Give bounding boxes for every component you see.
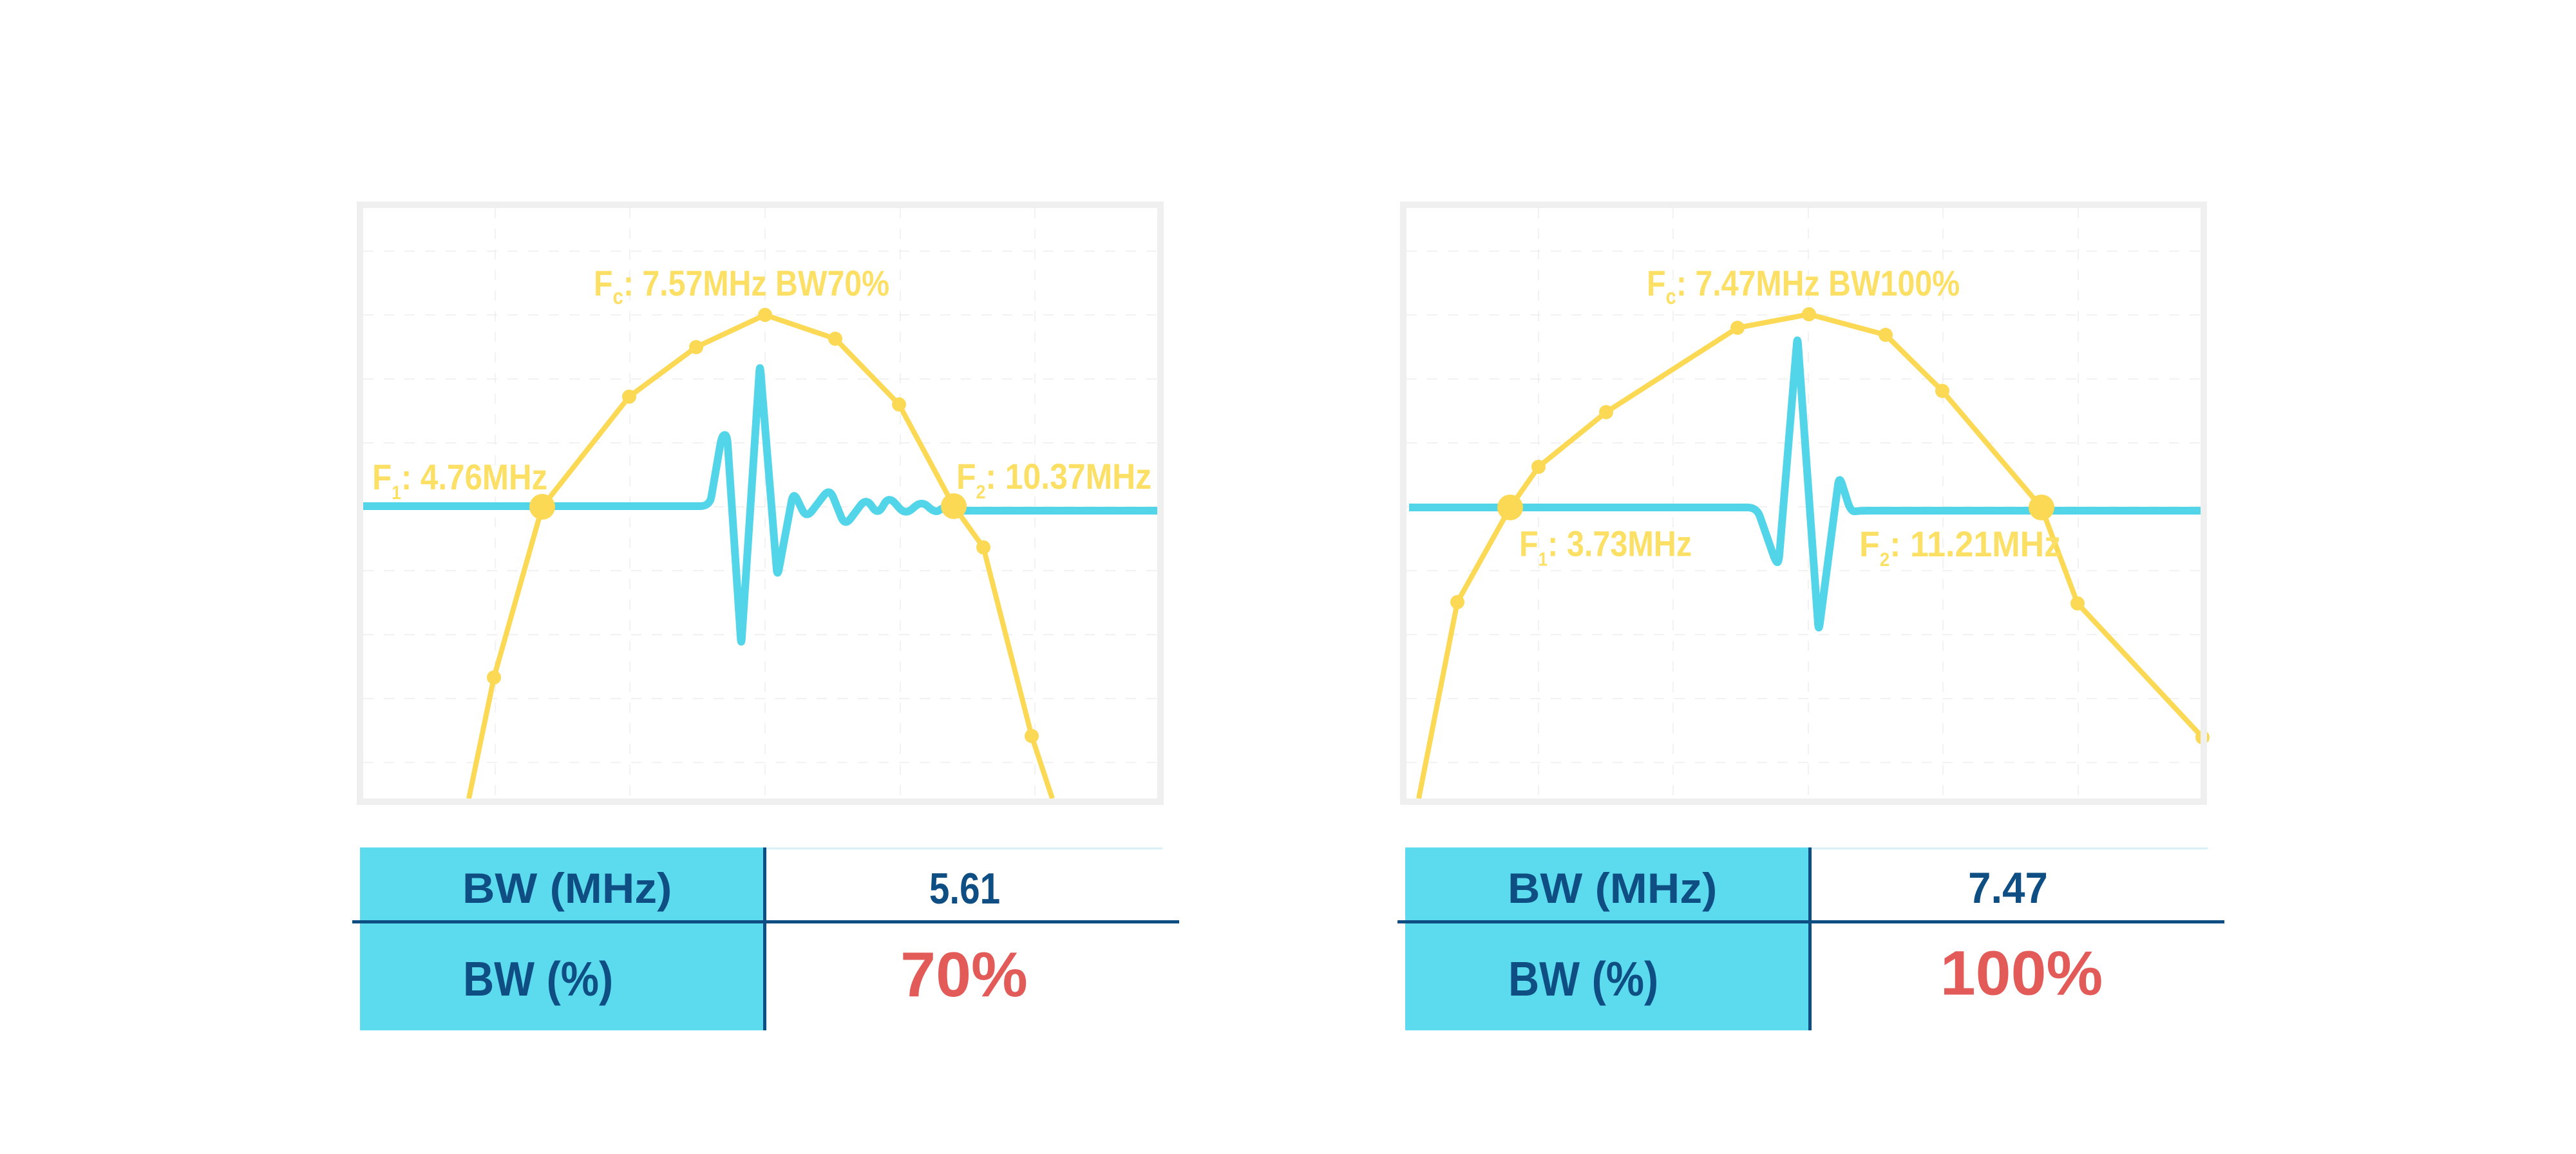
svg-text:100%: 100% — [1940, 938, 2103, 1008]
svg-text:F1: 4.76MHz: F1: 4.76MHz — [372, 457, 547, 503]
svg-text:5.61: 5.61 — [929, 864, 1000, 913]
svg-text:7.47: 7.47 — [1968, 863, 2048, 912]
svg-text:BW (MHz): BW (MHz) — [1508, 866, 1717, 913]
svg-text:Fc: 7.47MHz BW100%: Fc: 7.47MHz BW100% — [1647, 264, 1960, 309]
svg-text:BW (%): BW (%) — [1508, 952, 1658, 1006]
svg-text:BW (MHz): BW (MHz) — [462, 866, 672, 913]
svg-text:F1: 3.73MHz: F1: 3.73MHz — [1519, 524, 1692, 570]
svg-text:F2: 11.21MHz: F2: 11.21MHz — [1859, 524, 2061, 571]
svg-text:Fc: 7.57MHz BW70%: Fc: 7.57MHz BW70% — [594, 264, 889, 309]
svg-text:BW (%): BW (%) — [463, 952, 613, 1006]
svg-text:70%: 70% — [900, 939, 1028, 1010]
svg-text:F2: 10.37MHz: F2: 10.37MHz — [956, 457, 1151, 503]
